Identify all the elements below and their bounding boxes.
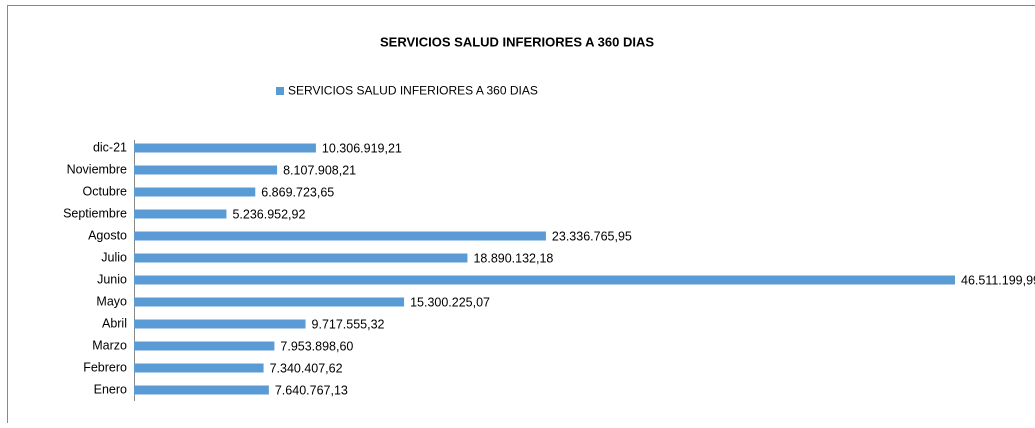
data-label: 9.717.555,32 xyxy=(312,317,385,331)
data-label: 15.300.225,07 xyxy=(410,295,490,309)
y-tick-label: dic-21 xyxy=(93,140,127,154)
bar xyxy=(134,342,274,351)
data-label: 6.869.723,65 xyxy=(261,185,334,199)
bar xyxy=(134,298,404,307)
bar xyxy=(134,386,269,395)
legend-label: SERVICIOS SALUD INFERIORES A 360 DIAS xyxy=(288,84,538,98)
y-tick-label: Enero xyxy=(94,382,127,396)
y-tick-label: Octubre xyxy=(83,184,128,198)
legend-swatch xyxy=(276,87,284,95)
bar xyxy=(134,210,226,219)
y-tick-label: Marzo xyxy=(92,338,127,352)
y-tick-label: Agosto xyxy=(88,228,127,242)
y-tick-label: Mayo xyxy=(96,294,127,308)
data-label: 46.511.199,99 xyxy=(961,273,1035,287)
data-label: 7.953.898,60 xyxy=(280,339,353,353)
chart-title: SERVICIOS SALUD INFERIORES A 360 DIAS xyxy=(380,34,654,49)
bar xyxy=(134,364,264,373)
data-label: 18.890.132,18 xyxy=(473,251,553,265)
data-label: 23.336.765,95 xyxy=(552,229,632,243)
y-tick-label: Junio xyxy=(97,272,127,286)
y-tick-label: Noviembre xyxy=(67,162,127,176)
data-label: 7.640.767,13 xyxy=(275,383,348,397)
bar xyxy=(134,166,277,175)
bar xyxy=(134,320,306,329)
bar xyxy=(134,144,316,153)
data-label: 10.306.919,21 xyxy=(322,141,402,155)
bar xyxy=(134,276,955,285)
data-label: 8.107.908,21 xyxy=(283,163,356,177)
y-tick-label: Febrero xyxy=(83,360,127,374)
bar xyxy=(134,232,546,241)
y-tick-label: Julio xyxy=(101,250,127,264)
bar xyxy=(134,254,467,263)
data-label: 7.340.407,62 xyxy=(270,361,343,375)
data-label: 5.236.952,92 xyxy=(232,207,305,221)
bar xyxy=(134,188,255,197)
y-tick-label: Abril xyxy=(102,316,127,330)
y-tick-label: Septiembre xyxy=(63,206,127,220)
